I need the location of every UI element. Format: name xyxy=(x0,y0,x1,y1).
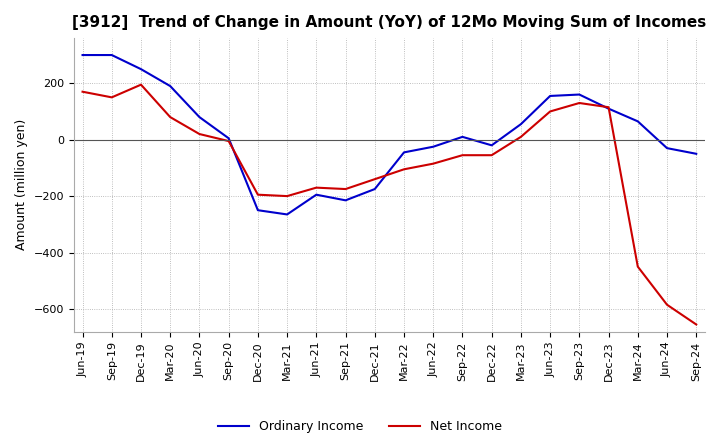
Ordinary Income xyxy=(458,134,467,139)
Ordinary Income xyxy=(253,208,262,213)
Line: Ordinary Income: Ordinary Income xyxy=(83,55,696,214)
Net Income xyxy=(166,114,174,120)
Net Income xyxy=(575,100,584,106)
Net Income xyxy=(546,109,554,114)
Net Income xyxy=(662,302,671,308)
Net Income xyxy=(429,161,438,166)
Ordinary Income xyxy=(78,52,87,58)
Net Income xyxy=(516,134,525,139)
Ordinary Income xyxy=(166,84,174,89)
Net Income xyxy=(137,82,145,87)
Line: Net Income: Net Income xyxy=(83,84,696,324)
Net Income xyxy=(107,95,116,100)
Ordinary Income xyxy=(371,187,379,192)
Net Income xyxy=(195,132,204,137)
Ordinary Income xyxy=(400,150,408,155)
Ordinary Income xyxy=(604,106,613,111)
Net Income xyxy=(487,153,496,158)
Net Income xyxy=(371,176,379,182)
Net Income xyxy=(78,89,87,94)
Ordinary Income xyxy=(516,121,525,127)
Ordinary Income xyxy=(692,151,701,157)
Net Income xyxy=(400,167,408,172)
Y-axis label: Amount (million yen): Amount (million yen) xyxy=(15,119,28,250)
Ordinary Income xyxy=(283,212,292,217)
Ordinary Income xyxy=(634,119,642,124)
Ordinary Income xyxy=(137,66,145,72)
Net Income xyxy=(341,187,350,192)
Title: [3912]  Trend of Change in Amount (YoY) of 12Mo Moving Sum of Incomes: [3912] Trend of Change in Amount (YoY) o… xyxy=(72,15,706,30)
Ordinary Income xyxy=(487,143,496,148)
Ordinary Income xyxy=(225,136,233,141)
Net Income xyxy=(458,153,467,158)
Ordinary Income xyxy=(575,92,584,97)
Ordinary Income xyxy=(195,114,204,120)
Ordinary Income xyxy=(429,144,438,149)
Net Income xyxy=(253,192,262,197)
Net Income xyxy=(604,105,613,110)
Ordinary Income xyxy=(546,93,554,99)
Net Income xyxy=(634,264,642,269)
Legend: Ordinary Income, Net Income: Ordinary Income, Net Income xyxy=(213,415,507,438)
Net Income xyxy=(225,139,233,144)
Ordinary Income xyxy=(107,52,116,58)
Ordinary Income xyxy=(341,198,350,203)
Net Income xyxy=(283,194,292,199)
Ordinary Income xyxy=(312,192,320,197)
Ordinary Income xyxy=(662,146,671,151)
Net Income xyxy=(312,185,320,190)
Net Income xyxy=(692,322,701,327)
